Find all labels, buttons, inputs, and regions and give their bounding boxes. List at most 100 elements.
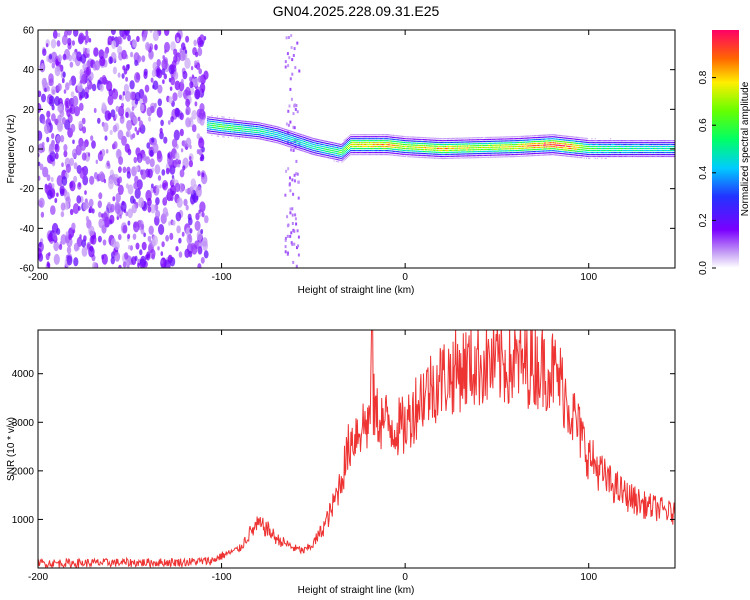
ridge-cell bbox=[628, 154, 630, 156]
noise-blob bbox=[115, 192, 121, 203]
ridge-cell bbox=[363, 152, 365, 154]
ridge-cell bbox=[336, 157, 339, 159]
ridge-cell bbox=[465, 149, 467, 151]
ridge-cell bbox=[365, 150, 367, 152]
ridge-cell bbox=[484, 150, 486, 152]
ridge-cell bbox=[282, 128, 285, 130]
ridge-cell bbox=[525, 153, 527, 155]
ridge-cell bbox=[608, 148, 611, 150]
ridge-cell bbox=[419, 146, 421, 148]
ridge-cell bbox=[268, 128, 270, 130]
ridge-cell bbox=[266, 139, 268, 141]
ridge-cell bbox=[534, 137, 536, 139]
ridge-cell bbox=[487, 146, 489, 148]
ridge-cell bbox=[338, 151, 340, 153]
ridge-cell bbox=[443, 148, 445, 150]
ridge-cell bbox=[614, 148, 616, 150]
ridge-cell bbox=[459, 157, 461, 159]
ridge-cell bbox=[411, 136, 413, 138]
ridge-cell bbox=[343, 157, 345, 159]
ridge-cell bbox=[357, 138, 359, 140]
ridge-cell bbox=[353, 146, 355, 148]
ridge-cell bbox=[601, 140, 603, 142]
ridge-cell bbox=[402, 135, 405, 138]
noise-blob bbox=[52, 232, 57, 241]
ridge-cell bbox=[383, 140, 385, 142]
sparse-cell bbox=[293, 47, 296, 51]
ridge-cell bbox=[374, 146, 376, 148]
ridge-cell bbox=[397, 153, 399, 155]
ridge-cell bbox=[634, 142, 636, 144]
ridge-cell bbox=[519, 155, 521, 157]
ridge-cell bbox=[541, 150, 543, 152]
ridge-cell bbox=[494, 136, 496, 138]
ridge-cell bbox=[217, 133, 220, 135]
noise-blob bbox=[177, 89, 183, 99]
ridge-cell bbox=[512, 142, 514, 144]
ridge-cell bbox=[310, 145, 312, 147]
ridge-cell bbox=[363, 136, 365, 138]
ridge-cell bbox=[217, 121, 220, 123]
noise-blob bbox=[175, 211, 182, 222]
ridge-cell bbox=[226, 126, 228, 128]
ridge-cell bbox=[212, 128, 214, 131]
ridge-cell bbox=[405, 144, 407, 146]
ridge-cell bbox=[371, 144, 373, 146]
sparse-cell bbox=[294, 217, 297, 221]
ridge-cell bbox=[569, 141, 571, 144]
ridge-cell bbox=[514, 138, 516, 140]
ridge-cell bbox=[412, 156, 415, 158]
ridge-cell bbox=[512, 148, 514, 150]
ridge-cell bbox=[462, 151, 464, 153]
ridge-cell bbox=[356, 142, 358, 144]
ridge-cell bbox=[299, 141, 301, 143]
ridge-cell bbox=[564, 147, 567, 149]
ridge-cell bbox=[297, 134, 299, 136]
ridge-cell bbox=[548, 140, 550, 142]
ridge-cell bbox=[571, 150, 573, 152]
ridge-cell bbox=[271, 141, 274, 143]
ridge-cell bbox=[246, 122, 248, 125]
ridge-cell bbox=[346, 150, 348, 153]
ridge-cell bbox=[242, 132, 244, 134]
ridge-cell bbox=[442, 140, 444, 142]
ridge-cell bbox=[393, 142, 395, 144]
ridge-cell bbox=[405, 142, 407, 144]
ridge-cell bbox=[263, 125, 265, 127]
ridge-cell bbox=[551, 134, 553, 136]
ridge-cell bbox=[329, 151, 331, 153]
ridge-cell bbox=[352, 152, 354, 154]
ridge-cell bbox=[355, 152, 357, 154]
ridge-cell bbox=[214, 117, 216, 119]
ridge-cell bbox=[267, 138, 269, 140]
ridge-cell bbox=[315, 148, 318, 150]
noise-blob bbox=[139, 249, 143, 256]
ridge-cell bbox=[421, 150, 423, 153]
ridge-cell bbox=[213, 121, 215, 123]
ridge-cell bbox=[615, 140, 617, 142]
ridge-cell bbox=[440, 157, 442, 159]
ridge-cell bbox=[239, 134, 242, 136]
ridge-cell bbox=[388, 142, 390, 144]
ridge-cell bbox=[513, 156, 515, 158]
noise-blob bbox=[204, 215, 209, 224]
ridge-cell bbox=[409, 156, 411, 158]
ridge-cell bbox=[603, 140, 605, 142]
ridge-cell bbox=[525, 155, 527, 157]
ridge-cell bbox=[540, 140, 542, 142]
ridge-cell bbox=[209, 118, 211, 120]
ridge-cell bbox=[428, 147, 430, 149]
ridge-cell bbox=[503, 142, 505, 144]
ridge-cell bbox=[227, 130, 229, 132]
ridge-cell bbox=[592, 146, 594, 148]
ridge-cell bbox=[411, 154, 413, 156]
ridge-cell bbox=[277, 130, 279, 132]
ridge-cell bbox=[407, 146, 409, 148]
ridge-cell bbox=[306, 149, 308, 151]
ridge-cell bbox=[286, 129, 288, 131]
ridge-cell bbox=[430, 147, 432, 149]
ridge-cell bbox=[467, 151, 470, 153]
ridge-cell bbox=[258, 124, 260, 126]
ridge-cell bbox=[281, 137, 283, 139]
noise-blob bbox=[181, 231, 185, 237]
